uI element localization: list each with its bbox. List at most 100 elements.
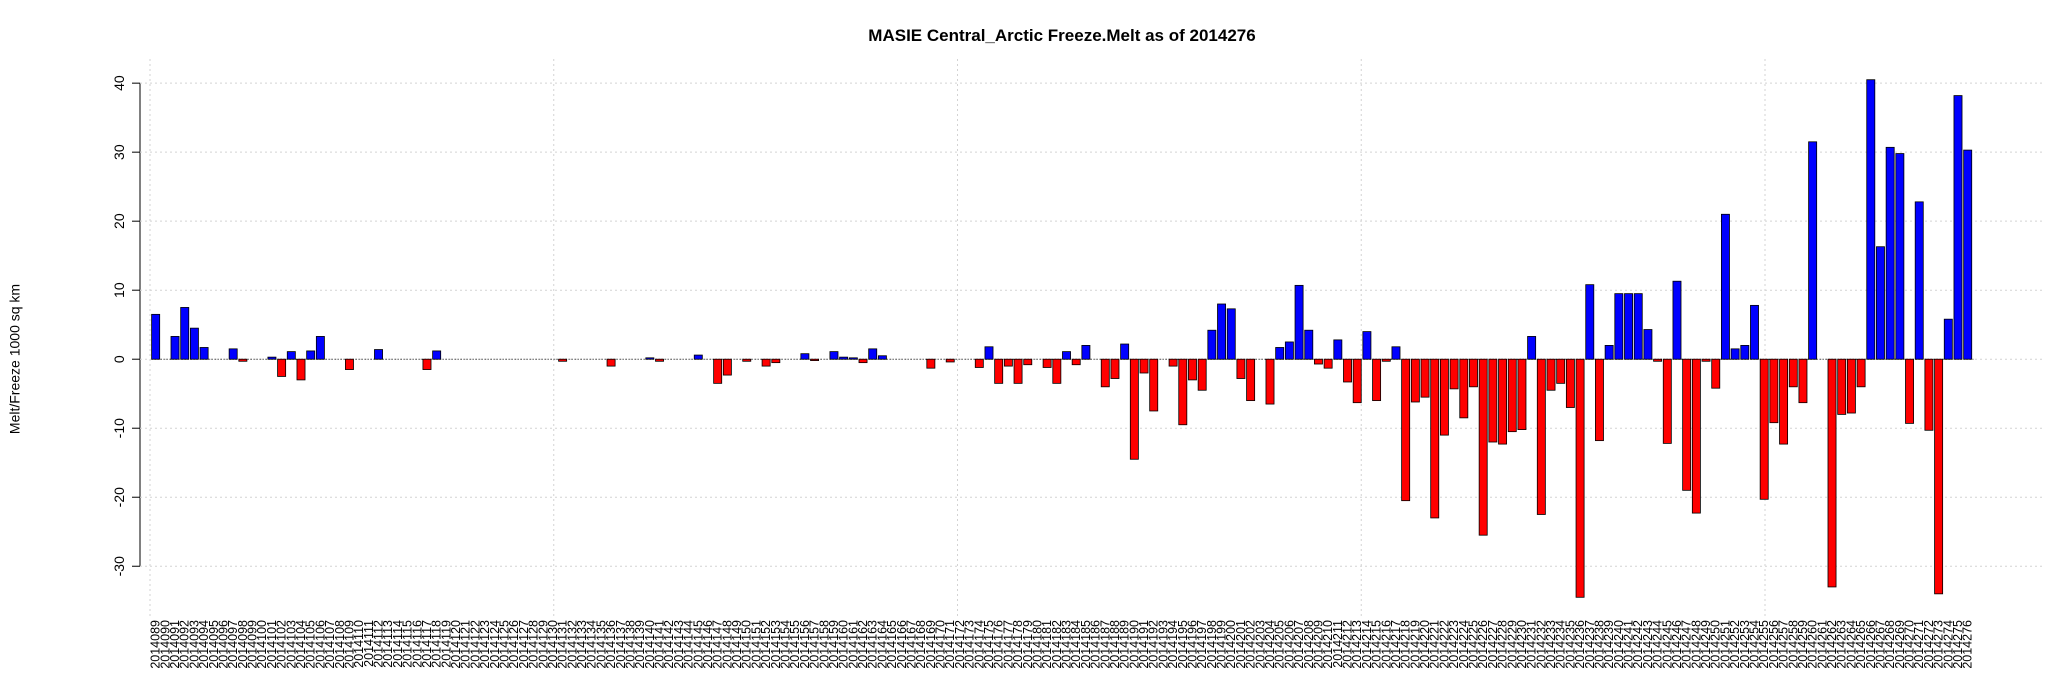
bar bbox=[1469, 358, 1478, 388]
bar bbox=[1042, 358, 1052, 368]
x-tick-label: 2014250 bbox=[1709, 620, 1723, 669]
bar bbox=[1517, 358, 1527, 430]
x-tick-label: 2014166 bbox=[895, 620, 909, 669]
x-tick-label: 2014263 bbox=[1835, 620, 1849, 669]
bar bbox=[1595, 358, 1604, 442]
bar bbox=[1410, 358, 1420, 403]
bar bbox=[151, 313, 161, 360]
bar bbox=[286, 351, 296, 360]
x-tick-label: 2014148 bbox=[720, 620, 734, 669]
x-tick-label: 2014111 bbox=[362, 620, 376, 667]
bar bbox=[180, 307, 190, 360]
bar bbox=[848, 357, 858, 360]
bar bbox=[296, 358, 306, 381]
x-tick-label: 2014128 bbox=[527, 620, 541, 669]
x-tick-label: 2014089 bbox=[149, 620, 163, 669]
bar bbox=[1614, 293, 1624, 360]
bar bbox=[1662, 358, 1672, 444]
x-tick-label: 2014123 bbox=[478, 620, 492, 669]
x-tick-label: 2014257 bbox=[1777, 620, 1791, 669]
x-tick-label: 2014155 bbox=[788, 620, 802, 669]
x-tick-label: 2014195 bbox=[1176, 620, 1190, 669]
x-tick-label: 2014190 bbox=[1127, 620, 1141, 669]
bar bbox=[1575, 358, 1585, 598]
bar bbox=[1585, 284, 1595, 360]
x-tick-label: 2014212 bbox=[1341, 620, 1355, 669]
x-tick-label: 2014240 bbox=[1612, 620, 1626, 669]
bar bbox=[974, 358, 984, 368]
bar bbox=[1701, 358, 1711, 362]
x-tick-label: 2014117 bbox=[420, 620, 434, 668]
x-tick-label: 2014264 bbox=[1844, 620, 1858, 669]
x-tick-label: 2014150 bbox=[740, 620, 754, 669]
bar bbox=[422, 358, 432, 370]
bar bbox=[1120, 343, 1130, 360]
bar bbox=[1672, 280, 1682, 360]
bar bbox=[1624, 293, 1633, 360]
bar bbox=[1003, 358, 1013, 367]
x-tick-label: 2014197 bbox=[1195, 620, 1209, 669]
bar bbox=[1071, 358, 1081, 366]
x-tick-label: 2014093 bbox=[187, 620, 201, 669]
x-tick-label: 2014189 bbox=[1118, 620, 1132, 669]
x-tick-label: 2014139 bbox=[633, 620, 647, 669]
x-tick-label: 2014113 bbox=[381, 620, 395, 668]
x-tick-label: 2014204 bbox=[1263, 620, 1277, 669]
bar bbox=[1217, 303, 1226, 360]
x-tick-label: 2014119 bbox=[439, 620, 453, 668]
bar bbox=[374, 349, 383, 360]
bar bbox=[1604, 345, 1614, 360]
bar bbox=[1052, 358, 1062, 384]
bar bbox=[1314, 358, 1323, 365]
x-tick-label: 2014275 bbox=[1951, 620, 1965, 669]
bar bbox=[238, 358, 248, 362]
bar bbox=[1750, 304, 1759, 360]
bar bbox=[1168, 358, 1178, 367]
x-tick-label: 2014194 bbox=[1166, 620, 1180, 669]
bar bbox=[994, 358, 1004, 384]
bar bbox=[1275, 347, 1285, 360]
y-tick-label: 10 bbox=[111, 282, 127, 298]
x-tick-label: 2014112 bbox=[372, 620, 386, 668]
x-tick-label: 2014196 bbox=[1185, 620, 1199, 669]
x-tick-label: 2014214 bbox=[1360, 620, 1374, 669]
bar bbox=[1149, 358, 1159, 412]
bar bbox=[1779, 358, 1789, 445]
bar bbox=[1478, 358, 1488, 536]
x-tick-label: 2014185 bbox=[1079, 620, 1093, 669]
bar bbox=[1963, 149, 1973, 360]
x-tick-label: 2014255 bbox=[1757, 620, 1771, 669]
x-tick-label: 2014161 bbox=[846, 620, 860, 669]
x-tick-label: 2014272 bbox=[1922, 620, 1936, 669]
x-tick-label: 2014153 bbox=[769, 620, 783, 669]
bar bbox=[277, 358, 287, 377]
chart-title: MASIE Central_Arctic Freeze.Melt as of 2… bbox=[868, 26, 1255, 45]
bar bbox=[1730, 348, 1740, 360]
x-tick-label: 2014177 bbox=[1001, 620, 1015, 669]
bar bbox=[1943, 318, 1953, 360]
bar bbox=[189, 327, 199, 360]
x-tick-label: 2014270 bbox=[1903, 620, 1917, 669]
x-tick-label: 2014184 bbox=[1069, 620, 1083, 669]
x-tick-label: 2014138 bbox=[623, 620, 637, 669]
bar bbox=[926, 358, 936, 369]
bar bbox=[1565, 358, 1575, 408]
x-tick-label: 2014116 bbox=[410, 620, 424, 668]
x-tick-label: 2014126 bbox=[507, 620, 521, 669]
bar bbox=[1420, 358, 1430, 398]
x-tick-label: 2014223 bbox=[1447, 620, 1461, 669]
bar bbox=[1682, 358, 1692, 491]
bar bbox=[1856, 358, 1866, 388]
bar bbox=[1924, 358, 1934, 431]
bar bbox=[1720, 213, 1730, 360]
bar bbox=[1362, 331, 1372, 360]
x-tick-label: 2014132 bbox=[565, 620, 579, 669]
x-tick-label: 2014154 bbox=[779, 620, 793, 669]
bar bbox=[228, 348, 238, 360]
x-tick-label: 2014247 bbox=[1680, 620, 1694, 669]
x-tick-label: 2014181 bbox=[1040, 620, 1054, 669]
x-tick-label: 2014239 bbox=[1602, 620, 1616, 669]
bar bbox=[1439, 358, 1449, 436]
x-tick-label: 2014248 bbox=[1689, 620, 1703, 669]
bar bbox=[1459, 358, 1469, 419]
